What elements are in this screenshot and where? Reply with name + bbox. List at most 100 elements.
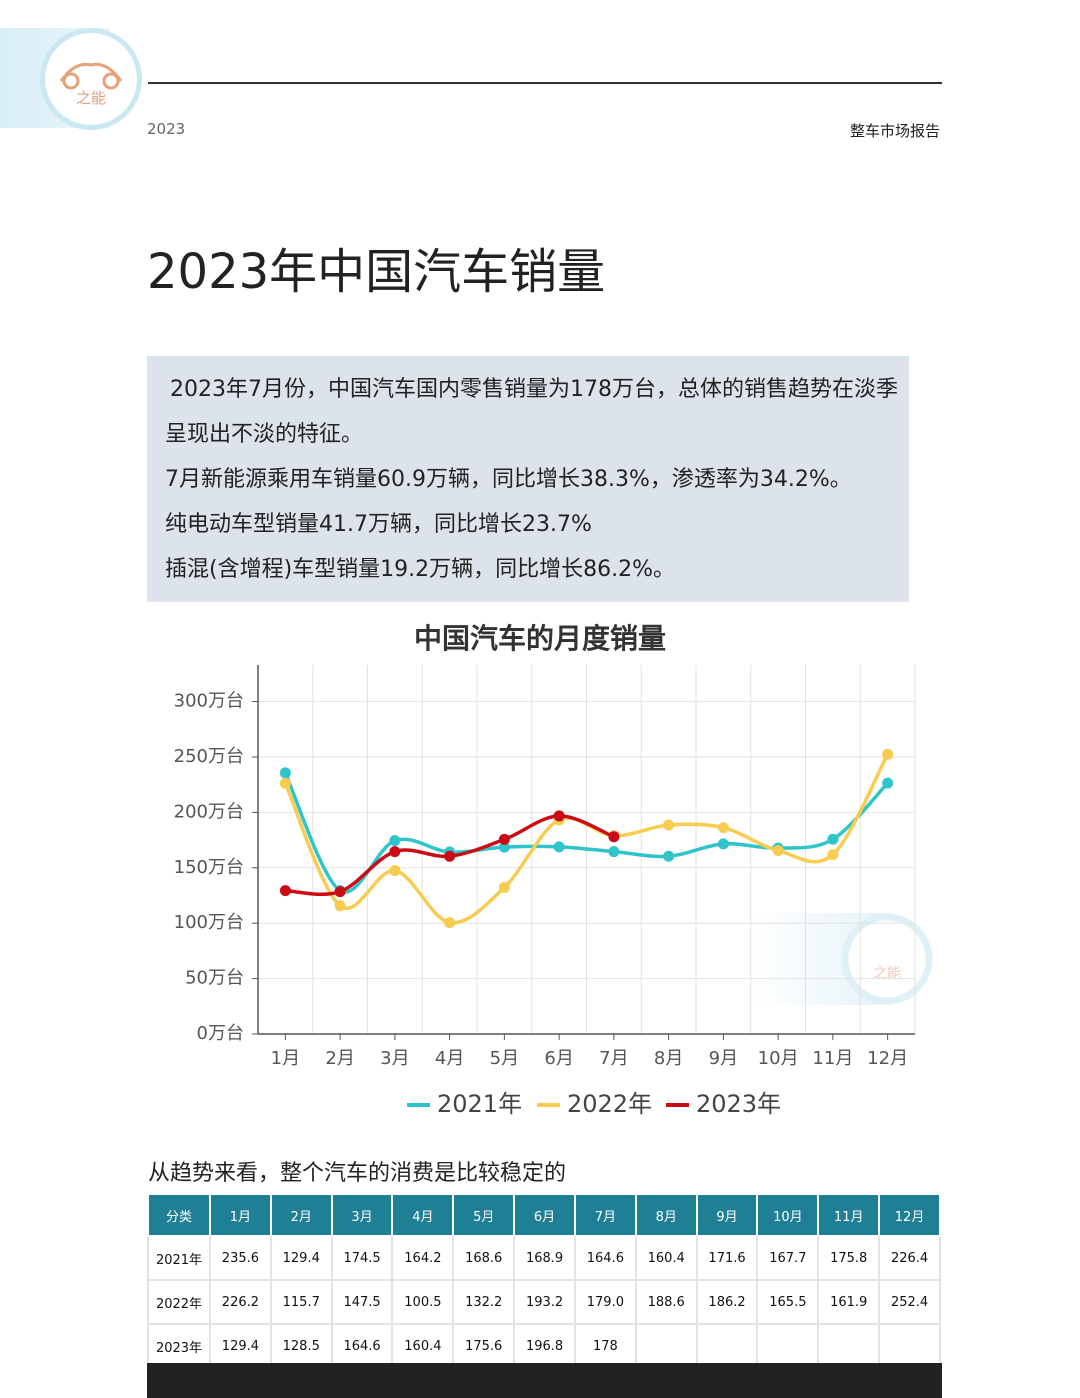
table-header-row: 分类 1月 2月 3月 4月 5月 6月 7月 8月 9月 10月 11月 12月 (147, 1193, 941, 1237)
point (553, 810, 565, 822)
table-cell: 175.8 (817, 1235, 881, 1281)
table-cell (634, 1323, 698, 1369)
legend-label: 2021年 (437, 1090, 522, 1118)
table-cell: 164.6 (330, 1323, 394, 1369)
point (279, 885, 291, 897)
header-cell: 8月 (634, 1193, 698, 1237)
point (498, 882, 510, 894)
watermark-text: 之能 (873, 966, 901, 982)
series-line (283, 753, 890, 925)
point (553, 841, 565, 853)
y-tick-label: 300万台 (174, 691, 244, 712)
table-cell: 164.2 (391, 1235, 455, 1281)
header-cell: 6月 (513, 1193, 576, 1237)
y-tick-label: 50万台 (185, 968, 244, 989)
watermark (841, 913, 933, 1005)
point (717, 838, 729, 850)
y-tick-label: 100万台 (174, 912, 244, 933)
table-cell: 2023年 (147, 1323, 211, 1369)
x-tick-label: 5月 (490, 1048, 519, 1069)
table-cell: 2021年 (147, 1235, 211, 1281)
table: 分类 1月 2月 3月 4月 5月 6月 7月 8月 9月 10月 11月 12月 2021年 235.6 1… (147, 1193, 941, 1369)
y-tick-label: 200万台 (174, 801, 244, 822)
table-cell: 165.5 (756, 1279, 820, 1325)
table-cell: 129.4 (209, 1323, 272, 1369)
footer-bar (147, 1363, 942, 1398)
header-cell: 分类 (147, 1193, 211, 1237)
table-row: 2023年 129.4 128.5 164.6 160.4 175.6 196.8 178 (147, 1323, 941, 1369)
point (279, 767, 291, 779)
x-tick-label: 12月 (867, 1048, 908, 1069)
x-tick-label: 3月 (380, 1048, 409, 1069)
table-cell: 186.2 (695, 1279, 759, 1325)
table-cell: 226.4 (878, 1235, 941, 1281)
point (444, 850, 456, 862)
table-cell: 164.6 (573, 1235, 637, 1281)
header-cell: 7月 (573, 1193, 637, 1237)
point (663, 819, 675, 831)
header-cell: 9月 (695, 1193, 759, 1237)
table-cell: 161.9 (817, 1279, 881, 1325)
table-cell: 168.9 (513, 1235, 576, 1281)
summary-line: 2023年7月份，中国汽车国内零售销量为178万台，总体的销售趋势在淡季呈现出不… (165, 377, 898, 447)
legend-label: 2023年 (696, 1090, 781, 1118)
table-cell: 193.2 (513, 1279, 576, 1325)
table-cell: 168.6 (452, 1235, 516, 1281)
table-cell: 174.5 (330, 1235, 394, 1281)
point (498, 833, 510, 845)
summary-line: 7月新能源乘用车销量60.9万辆，同比增长38.3%，渗透率为34.2%。 (165, 467, 852, 492)
point (882, 748, 894, 760)
table-cell: 160.4 (391, 1323, 455, 1369)
header-rule (148, 82, 942, 84)
chart: 之能 中国汽车的月度销量 0万台 50万台 100万台 150万台 200万台 250万台… (174, 622, 933, 1118)
header-cell: 2月 (269, 1193, 333, 1237)
header-cell: 5月 (452, 1193, 516, 1237)
table-cell: 129.4 (269, 1235, 333, 1281)
subtitle: 从趋势来看，整个汽车的消费是比较稳定的 (148, 1161, 567, 1186)
logo-text: 之能 (75, 89, 106, 107)
x-tick-label: 8月 (654, 1048, 683, 1069)
point (334, 900, 346, 912)
header-cell: 12月 (878, 1193, 941, 1237)
summary-box: 2023年7月份，中国汽车国内零售销量为178万台，总体的销售趋势在淡季呈现出不… (147, 356, 909, 602)
header-cell: 10月 (756, 1193, 820, 1237)
header-cell: 4月 (391, 1193, 455, 1237)
table-cell: 226.2 (209, 1279, 272, 1325)
table-cell: 160.4 (634, 1235, 698, 1281)
y-tick-label: 0万台 (197, 1023, 244, 1044)
point (827, 849, 839, 861)
table-cell: 147.5 (330, 1279, 394, 1325)
chart-title: 中国汽车的月度销量 (414, 622, 666, 655)
header-cell: 3月 (330, 1193, 394, 1237)
table-cell: 115.7 (269, 1279, 333, 1325)
summary-line: 纯电动车型销量41.7万辆，同比增长23.7% (165, 512, 592, 537)
legend-label: 2022年 (567, 1090, 652, 1118)
table-cell: 179.0 (573, 1279, 637, 1325)
point (608, 846, 620, 858)
point (498, 841, 510, 853)
x-tick-label: 9月 (709, 1048, 738, 1069)
table-cell (756, 1323, 820, 1369)
point (882, 777, 894, 789)
table-cell: 188.6 (634, 1279, 698, 1325)
header-report: 整车市场报告 (849, 122, 940, 140)
table-cell: 252.4 (878, 1279, 941, 1325)
table-cell (817, 1323, 881, 1369)
point (334, 886, 346, 898)
x-tick-label: 11月 (812, 1048, 853, 1069)
x-tick-label: 6月 (544, 1048, 573, 1069)
point (389, 835, 401, 847)
y-tick-label: 150万台 (174, 857, 244, 878)
table-cell: 178 (573, 1323, 637, 1369)
table-cell: 132.2 (452, 1279, 516, 1325)
logo-icon (59, 62, 123, 90)
table-wrap: 分类 1月 2月 3月 4月 5月 6月 7月 8月 9月 10月 11月 12月 2021年 235.6 1… (147, 1193, 941, 1369)
table-cell: 167.7 (756, 1235, 820, 1281)
x-tick-label: 7月 (599, 1048, 628, 1069)
point (663, 850, 675, 862)
table-cell: 235.6 (209, 1235, 272, 1281)
point (717, 822, 729, 834)
point (279, 777, 291, 789)
header-cell: 1月 (209, 1193, 272, 1237)
